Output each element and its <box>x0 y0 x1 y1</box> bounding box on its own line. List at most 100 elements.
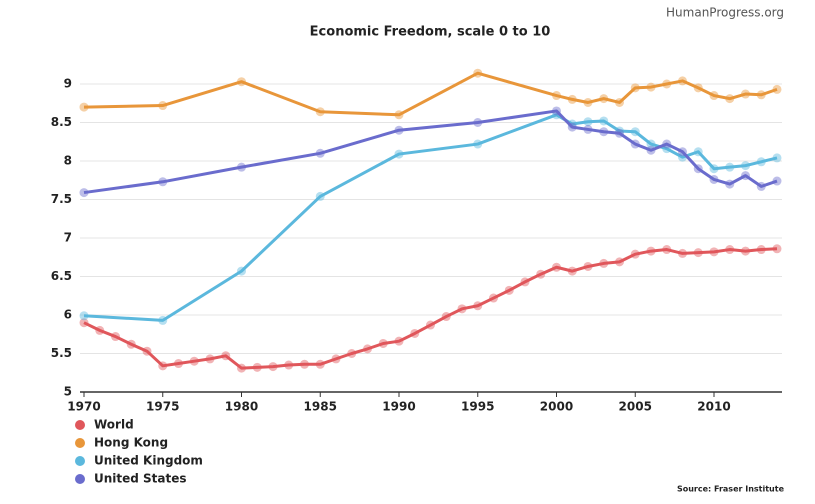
x-tick-label: 1980 <box>225 400 258 414</box>
data-point <box>772 84 782 94</box>
series-line <box>83 71 778 117</box>
data-point <box>741 89 750 99</box>
data-point <box>583 261 593 271</box>
data-point <box>756 245 766 255</box>
data-point <box>599 116 609 126</box>
data-point <box>552 262 561 272</box>
data-point <box>394 149 404 159</box>
y-tick-label: 6 <box>64 308 72 322</box>
series-line <box>83 247 778 370</box>
data-point <box>756 181 766 191</box>
data-point <box>552 106 561 116</box>
legend-label: Hong Kong <box>94 436 168 450</box>
data-point <box>79 188 89 198</box>
legend-swatch <box>75 474 85 484</box>
legend-swatch <box>75 456 85 466</box>
data-point <box>473 301 483 311</box>
data-point <box>520 277 530 287</box>
legend-label: World <box>94 418 134 432</box>
y-tick-label: 7 <box>64 231 72 245</box>
data-point <box>252 362 262 372</box>
data-point <box>284 360 294 370</box>
x-tick-label: 1995 <box>461 400 494 414</box>
data-point <box>111 332 120 342</box>
data-point <box>756 157 766 167</box>
data-point <box>426 320 435 330</box>
data-point <box>725 245 735 255</box>
data-point <box>504 285 514 295</box>
data-point <box>79 311 89 321</box>
series-line <box>83 109 778 195</box>
y-tick-label: 5.5 <box>51 346 72 360</box>
data-point <box>693 147 703 157</box>
data-point <box>662 79 672 89</box>
data-point <box>756 90 766 100</box>
data-point <box>646 139 656 149</box>
data-point <box>158 177 168 187</box>
data-point <box>410 328 420 338</box>
data-point <box>536 269 546 279</box>
data-point <box>741 171 750 181</box>
data-point <box>646 82 656 92</box>
data-point <box>174 359 183 369</box>
data-point <box>473 118 483 127</box>
y-tick-label: 8.5 <box>51 115 72 129</box>
data-point <box>237 363 246 373</box>
data-point <box>630 249 640 259</box>
data-point <box>725 94 735 104</box>
data-point <box>630 139 640 149</box>
x-tick-label: 1990 <box>382 400 415 414</box>
data-point <box>615 128 624 138</box>
data-point <box>315 359 325 369</box>
x-tick-label: 2005 <box>619 400 652 414</box>
watermark: HumanProgress.org <box>666 6 784 20</box>
data-point <box>772 244 782 254</box>
data-point <box>646 145 656 155</box>
data-point <box>300 359 309 369</box>
x-tick-label: 1970 <box>67 400 100 414</box>
x-tick-label: 2010 <box>697 400 730 414</box>
data-point <box>158 315 168 325</box>
data-point <box>646 246 656 256</box>
data-point <box>678 248 687 258</box>
data-point <box>615 257 624 267</box>
data-point <box>79 318 89 328</box>
data-point <box>205 354 215 364</box>
data-point <box>237 266 246 276</box>
data-point <box>583 124 593 134</box>
legend-swatch <box>75 420 85 430</box>
data-point <box>394 110 404 120</box>
data-point <box>772 153 782 163</box>
data-point <box>158 101 168 111</box>
data-point <box>457 304 467 314</box>
legend-swatch <box>75 438 85 448</box>
x-tick-label: 2000 <box>540 400 573 414</box>
data-point <box>237 162 246 172</box>
data-point <box>583 97 593 107</box>
data-point <box>741 246 750 256</box>
data-point <box>394 336 404 346</box>
series-line <box>83 113 778 322</box>
x-tick-label: 1985 <box>304 400 337 414</box>
data-point <box>552 91 561 101</box>
data-point <box>693 164 703 174</box>
data-point <box>741 161 750 171</box>
y-tick-label: 7.5 <box>51 192 72 206</box>
data-point <box>693 83 703 93</box>
data-point <box>473 139 483 149</box>
data-point <box>378 338 388 348</box>
data-point <box>473 68 483 78</box>
data-point <box>237 77 246 87</box>
data-point <box>567 266 577 276</box>
data-point <box>489 293 498 303</box>
data-point <box>315 107 325 117</box>
data-point <box>126 339 136 349</box>
y-tick-label: 9 <box>64 77 72 91</box>
data-point <box>331 354 341 364</box>
data-point <box>725 162 735 172</box>
data-point <box>441 312 451 322</box>
data-point <box>662 139 672 149</box>
data-point <box>599 127 609 137</box>
data-point <box>95 325 105 335</box>
